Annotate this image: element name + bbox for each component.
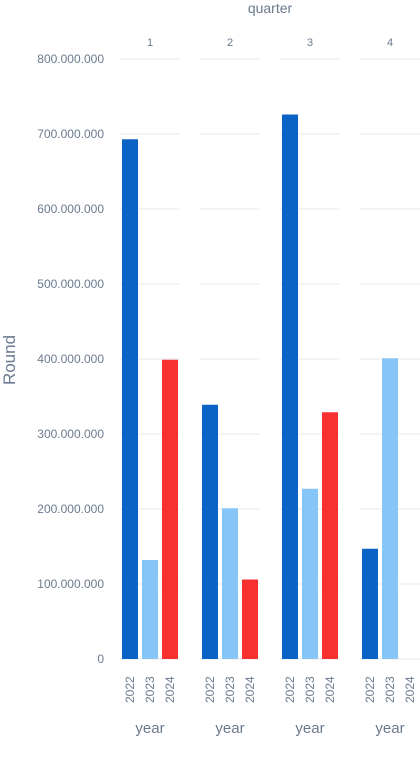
x-tick-label: 2024 [323,676,337,703]
bar [122,139,138,659]
bar [362,548,378,659]
x-tick-labels: 2022 2023 2024 year 2022 2023 2024 year 2022 2023… [123,676,417,737]
bars [122,114,398,659]
y-axis-title: Round [0,335,19,385]
column-title: quarter [248,0,293,16]
x-axis-title: year [135,720,164,737]
x-axis-title: year [295,720,324,737]
y-tick-label: 700.000.000 [37,127,104,141]
facet-label: 2 [227,37,233,49]
x-tick-label: 2023 [383,676,397,703]
facet-label: 1 [147,37,153,49]
y-tick-label: 300.000.000 [37,427,104,441]
x-tick-label: 2022 [283,676,297,703]
x-tick-label: 2024 [243,676,257,703]
facet-label: 3 [307,37,313,49]
y-tick-label: 100.000.000 [37,577,104,591]
bar [242,579,258,659]
y-tick-label: 600.000.000 [37,202,104,216]
x-tick-label: 2023 [223,676,237,703]
facet-label: 4 [387,37,393,49]
x-tick-label: 2024 [403,676,417,703]
x-tick-label: 2022 [203,676,217,703]
y-tick-label: 500.000.000 [37,277,104,291]
bar [202,404,218,659]
y-tick-labels: 0 100.000.000 200.000.000 300.000.000 400.00… [37,52,104,666]
x-tick-label: 2024 [163,676,177,703]
bar [142,560,158,659]
x-tick-label: 2022 [123,676,137,703]
facet-labels: 1 2 3 4 [147,37,393,49]
x-axis-title: year [375,720,404,737]
y-tick-label: 800.000.000 [37,52,104,66]
y-tick-label: 400.000.000 [37,352,104,366]
bar [222,508,238,659]
x-axis-title: year [215,720,244,737]
x-tick-label: 2022 [363,676,377,703]
bar [322,412,338,659]
bar [382,358,398,659]
x-tick-label: 2023 [303,676,317,703]
bar [282,114,298,659]
y-tick-label: 200.000.000 [37,502,104,516]
y-tick-label: 0 [97,652,104,666]
bar [302,488,318,659]
x-tick-label: 2023 [143,676,157,703]
bar [162,359,178,659]
